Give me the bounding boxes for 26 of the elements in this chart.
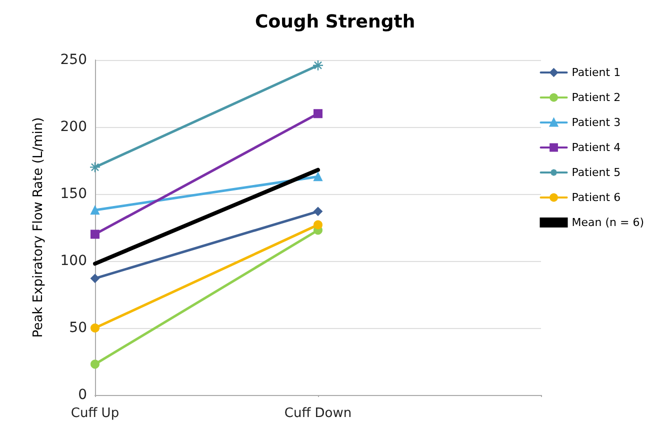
y-tick-label: 0: [78, 387, 87, 403]
point: [312, 60, 324, 71]
y-tick-label: 200: [60, 119, 87, 135]
x-tick-label: Cuff Up: [70, 406, 120, 421]
chart-title: Cough Strength: [255, 12, 416, 32]
point: [314, 109, 322, 118]
point: [90, 230, 100, 239]
point: [90, 360, 100, 369]
y-tick-label: 150: [60, 186, 87, 202]
legend-label: Patient 2: [572, 91, 621, 104]
point: [314, 220, 322, 230]
y-tick-label: 50: [69, 320, 87, 336]
legend-label: Patient 1: [572, 66, 621, 79]
y-tick-label: 100: [60, 253, 87, 269]
legend-label: Patient 4: [572, 141, 621, 154]
x-tick-label: Cuff Down: [284, 406, 352, 421]
legend-label: Mean (n = 6): [572, 216, 644, 229]
legend-label: Patient 5: [572, 166, 621, 179]
point: [90, 274, 100, 283]
point: [314, 206, 322, 216]
legend-label: Patient 3: [572, 116, 621, 129]
point: [89, 162, 101, 173]
legend-label: Patient 6: [572, 191, 621, 204]
point: [90, 324, 100, 332]
y-axis-title: Peak Expiratory Flow Rate (L/min): [31, 117, 46, 338]
y-tick-label: 250: [60, 52, 87, 68]
